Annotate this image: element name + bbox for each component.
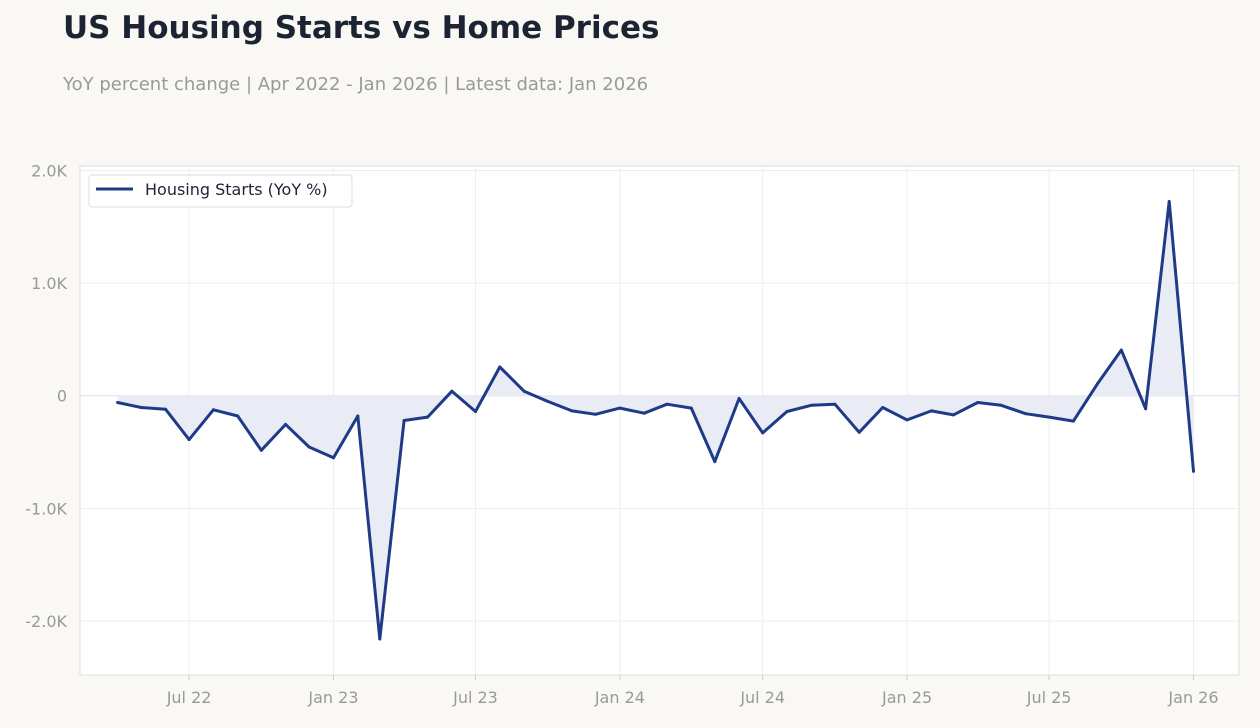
x-tick-label: Jul 22	[166, 688, 212, 707]
data-point	[307, 445, 311, 449]
chart-subtitle: YoY percent change | Apr 2022 - Jan 2026…	[63, 74, 649, 95]
data-point	[785, 410, 789, 413]
data-point	[999, 403, 1003, 407]
x-tick-label: Jan 23	[307, 688, 358, 707]
x-tick-label: Jan 26	[1167, 688, 1218, 707]
data-point	[761, 431, 765, 435]
y-axis: 2.0K 1.0K 0 -1.0K -2.0K	[25, 162, 67, 631]
data-point	[236, 414, 240, 418]
data-point	[1167, 200, 1171, 203]
y-tick-label: -2.0K	[25, 612, 67, 631]
legend: Housing Starts (YoY %)	[88, 174, 353, 208]
data-point	[1071, 419, 1075, 423]
x-tick-label: Jul 23	[452, 688, 498, 707]
data-point	[881, 406, 885, 409]
x-tick-label: Jan 25	[881, 688, 932, 707]
area-fill	[117, 201, 1194, 639]
data-point	[522, 389, 526, 393]
legend-label-housing-starts: Housing Starts (YoY %)	[145, 180, 328, 199]
data-point	[976, 401, 980, 404]
y-tick-label: 2.0K	[31, 162, 67, 181]
data-point	[857, 430, 861, 434]
data-point	[594, 412, 597, 416]
data-point	[402, 419, 406, 422]
data-point	[570, 409, 574, 413]
series-line-housing-starts	[116, 200, 1195, 641]
data-point	[546, 399, 550, 403]
data-point	[737, 397, 741, 400]
x-axis: Jul 22 Jan 23 Jul 23 Jan 24 Jul 24 Jan 25 Jul …	[166, 675, 1219, 707]
y-tick-label: -1.0K	[25, 499, 67, 518]
data-point	[713, 460, 717, 464]
data-point	[1024, 412, 1028, 416]
data-point	[139, 406, 143, 409]
data-point	[378, 637, 382, 641]
data-point	[1144, 407, 1148, 411]
data-point	[164, 407, 167, 411]
data-point	[426, 415, 430, 419]
data-point	[1119, 348, 1123, 352]
data-point	[259, 448, 263, 452]
data-point	[116, 401, 120, 404]
data-point	[642, 411, 646, 415]
data-point	[618, 406, 622, 410]
data-point	[332, 456, 335, 460]
legend-box	[88, 174, 353, 208]
data-point	[1047, 415, 1051, 419]
data-point	[1096, 381, 1100, 385]
series-area-housing-starts	[117, 201, 1194, 639]
y-tick-label: 1.0K	[31, 274, 67, 293]
data-point	[356, 414, 360, 418]
data-point	[284, 422, 288, 426]
x-tick-label: Jul 24	[739, 688, 785, 707]
data-point	[187, 438, 191, 442]
data-point	[951, 413, 955, 417]
data-point	[833, 402, 837, 406]
data-point	[689, 406, 693, 410]
data-point	[474, 410, 477, 413]
x-tick-label: Jul 25	[1026, 688, 1072, 707]
x-tick-label: Jan 24	[594, 688, 645, 707]
series-lines	[116, 200, 1195, 641]
data-point	[665, 402, 669, 406]
data-point	[498, 365, 502, 369]
chart-title: US Housing Starts vs Home Prices	[63, 10, 660, 46]
y-tick-label: 0	[57, 387, 67, 406]
data-point	[905, 418, 909, 422]
data-point	[450, 389, 454, 393]
data-point	[1192, 469, 1195, 473]
data-point	[211, 408, 215, 412]
data-point	[809, 403, 813, 407]
data-point	[929, 409, 933, 413]
